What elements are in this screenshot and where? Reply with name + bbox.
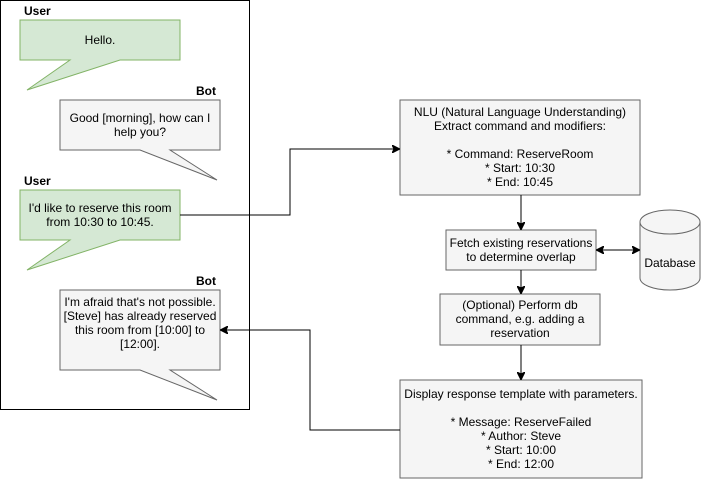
text-line: * Command: ReserveRoom: [447, 147, 594, 161]
text-line: command, e.g. adding a: [456, 312, 585, 326]
text-line: * Message: ReserveFailed: [451, 415, 592, 429]
speaker-label-user-2: User: [24, 174, 51, 188]
bot-message-2: I'm afraid that's not possible. [Steve] h…: [64, 295, 217, 351]
db-command-box: (Optional) Perform db command, e.g. addin…: [439, 293, 601, 346]
user-bubble-2: I'd like to reserve this room from 10:30 …: [19, 189, 181, 271]
text-line: from 10:30 to 10:45.: [46, 215, 153, 229]
response-template-text: Display response template with parameter…: [404, 387, 637, 471]
speaker-label-bot-2: Bot: [196, 274, 216, 288]
text-line: * Author: Steve: [481, 429, 561, 443]
fetch-reservations-box: Fetch existing reservations to determine …: [445, 229, 597, 271]
user-message-1: Hello.: [85, 33, 116, 47]
text-line: * Start: 10:00: [486, 443, 556, 457]
text-line: Fetch existing reservations: [450, 236, 593, 250]
database-label: Database: [644, 256, 696, 270]
edge-user-message-to-nlu: [180, 149, 399, 216]
nlu-box: NLU (Natural Language Understanding) Extr…: [399, 99, 641, 196]
db-command-text: (Optional) Perform db command, e.g. addin…: [456, 298, 585, 340]
edge-response-to-bot-message: [221, 330, 400, 431]
text-line: [518, 133, 521, 147]
text-line: Display response template with parameter…: [404, 387, 637, 401]
text-line: * End: 10:45: [487, 175, 553, 189]
text-line: I'd like to reserve this room: [28, 201, 171, 215]
text-line: [Steve] has already reserved: [64, 309, 217, 323]
response-template-box: Display response template with parameter…: [399, 379, 643, 479]
text-line: (Optional) Perform db: [462, 298, 578, 312]
text-line: Database: [644, 256, 696, 270]
text-line: [519, 401, 522, 415]
user-message-2: I'd like to reserve this room from 10:30 …: [28, 201, 171, 229]
database-cylinder: Database: [639, 209, 701, 291]
nlu-text: NLU (Natural Language Understanding) Extr…: [414, 105, 626, 189]
text-line: * End: 12:00: [488, 457, 554, 471]
bot-bubble-2: I'm afraid that's not possible. [Steve] h…: [59, 289, 221, 401]
text-line: to determine overlap: [466, 250, 576, 264]
speaker-label-user-1: User: [24, 4, 51, 18]
text-line: Extract command and modifiers:: [434, 119, 606, 133]
text-line: help you?: [114, 125, 166, 139]
fetch-reservations-text: Fetch existing reservations to determine …: [450, 236, 593, 264]
text-line: reservation: [490, 326, 549, 340]
text-line: [12:00].: [120, 337, 160, 351]
text-line: * Start: 10:30: [485, 161, 555, 175]
speaker-label-bot-1: Bot: [196, 84, 216, 98]
user-bubble-1: Hello.: [19, 19, 181, 91]
text-line: this room from [10:00] to: [75, 323, 205, 337]
text-line: Hello.: [85, 33, 116, 47]
text-line: I'm afraid that's not possible.: [64, 295, 215, 309]
text-line: NLU (Natural Language Understanding): [414, 105, 626, 119]
text-line: Good [morning], how can I: [70, 111, 211, 125]
